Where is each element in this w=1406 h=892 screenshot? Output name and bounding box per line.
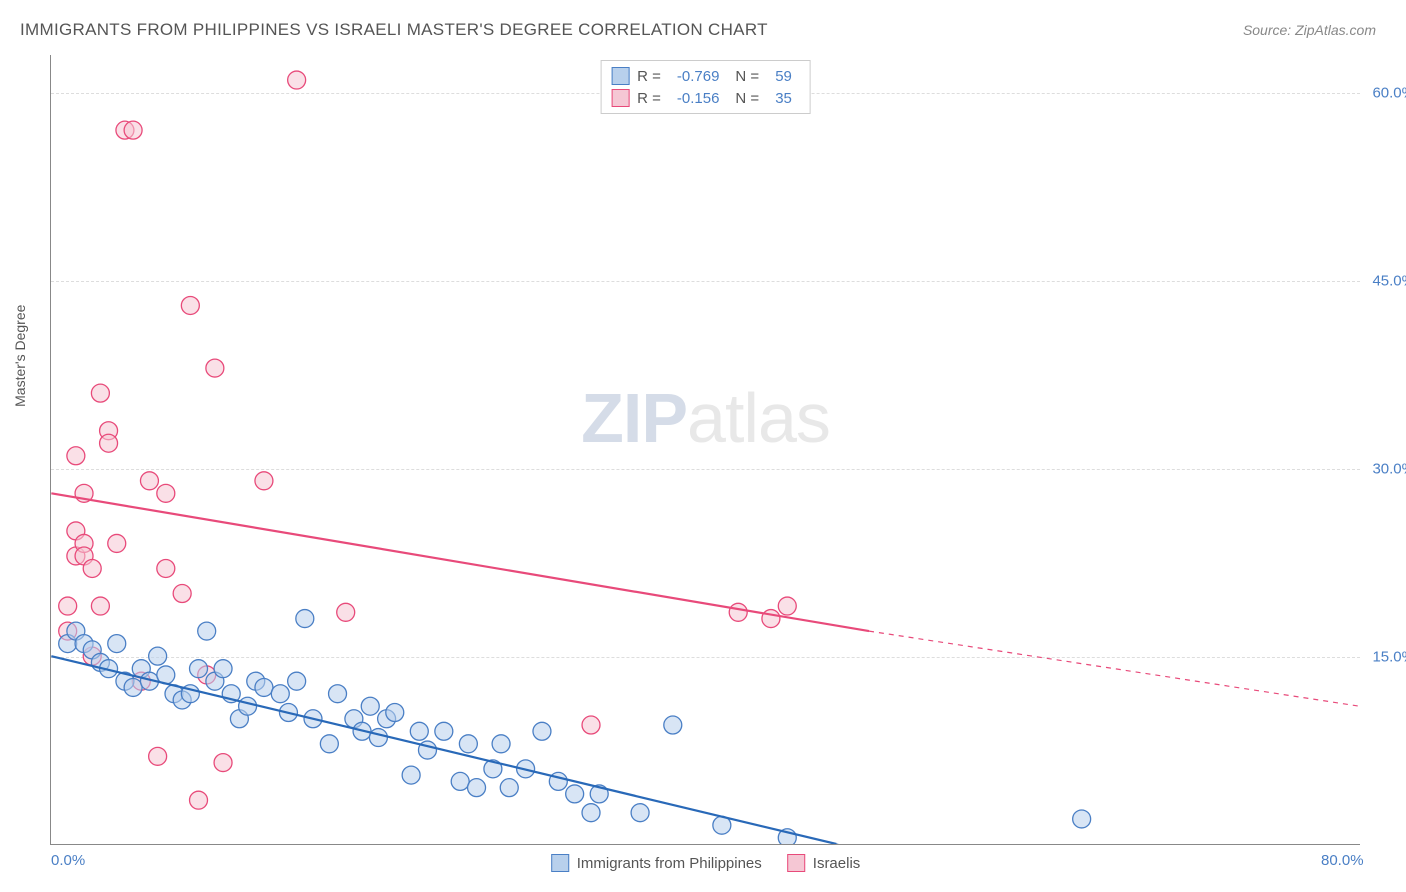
y-tick-label: 15.0%: [1372, 648, 1406, 665]
source-label: Source: ZipAtlas.com: [1243, 22, 1376, 38]
legend-row-blue: R =-0.769 N =59: [611, 65, 800, 87]
x-tick-label: 0.0%: [51, 852, 85, 869]
legend-row-pink: R =-0.156 N =35: [611, 87, 800, 109]
correlation-legend: R =-0.769 N =59 R =-0.156 N =35: [600, 60, 811, 114]
y-axis-label: Master's Degree: [12, 305, 28, 407]
x-tick-label: 80.0%: [1321, 852, 1364, 869]
scatter-chart: Master's Degree ZIPatlas R =-0.769 N =59…: [50, 55, 1360, 845]
y-tick-label: 45.0%: [1372, 272, 1406, 289]
plot-svg: [51, 55, 1360, 844]
y-tick-label: 60.0%: [1372, 84, 1406, 101]
series-legend: Immigrants from Philippines Israelis: [551, 854, 861, 872]
plot-area: ZIPatlas R =-0.769 N =59 R =-0.156 N =35…: [50, 55, 1360, 845]
y-tick-label: 30.0%: [1372, 460, 1406, 477]
legend-item-philippines: Immigrants from Philippines: [551, 854, 762, 872]
legend-item-israelis: Israelis: [787, 854, 861, 872]
page-title: IMMIGRANTS FROM PHILIPPINES VS ISRAELI M…: [20, 20, 768, 40]
